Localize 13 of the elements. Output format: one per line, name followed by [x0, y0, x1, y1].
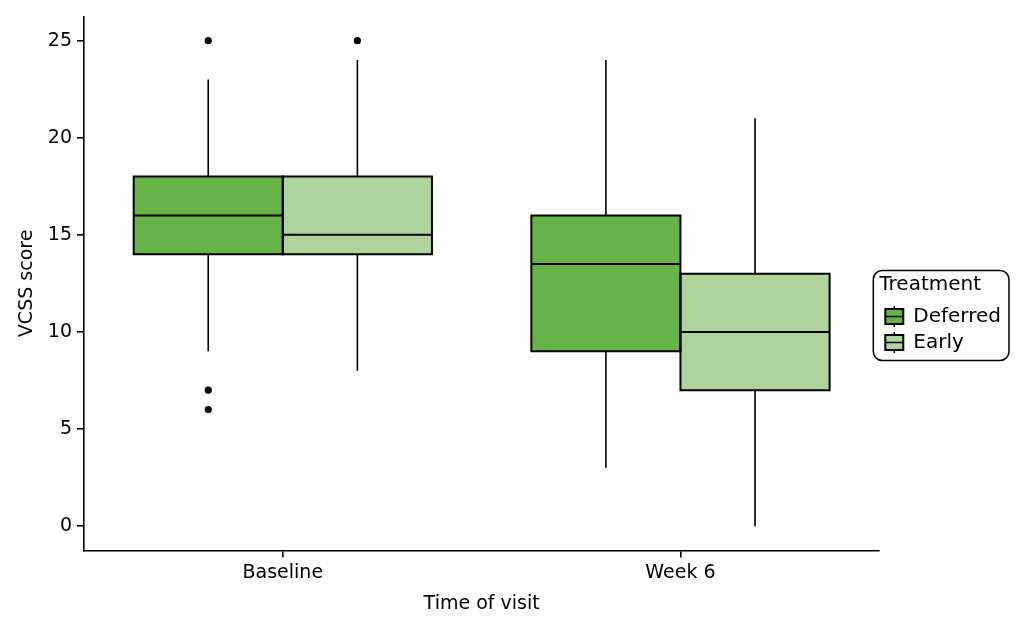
y-axis-title: VCSS score: [14, 229, 37, 338]
x-tick-label: Week 6: [645, 559, 716, 582]
y-tick-label: 10: [47, 318, 72, 341]
y-tick-label: 25: [47, 27, 72, 50]
x-tick-label: Baseline: [242, 559, 324, 582]
y-tick-label: 15: [47, 221, 72, 244]
y-tick-label: 20: [47, 124, 72, 147]
y-tick-label: 5: [59, 415, 72, 438]
legend-label: Deferred: [913, 302, 1002, 327]
legend-label: Early: [913, 328, 964, 353]
y-tick-label: 0: [59, 513, 72, 536]
legend-title: Treatment: [878, 270, 982, 295]
x-axis-title: Time of visit: [422, 590, 540, 613]
